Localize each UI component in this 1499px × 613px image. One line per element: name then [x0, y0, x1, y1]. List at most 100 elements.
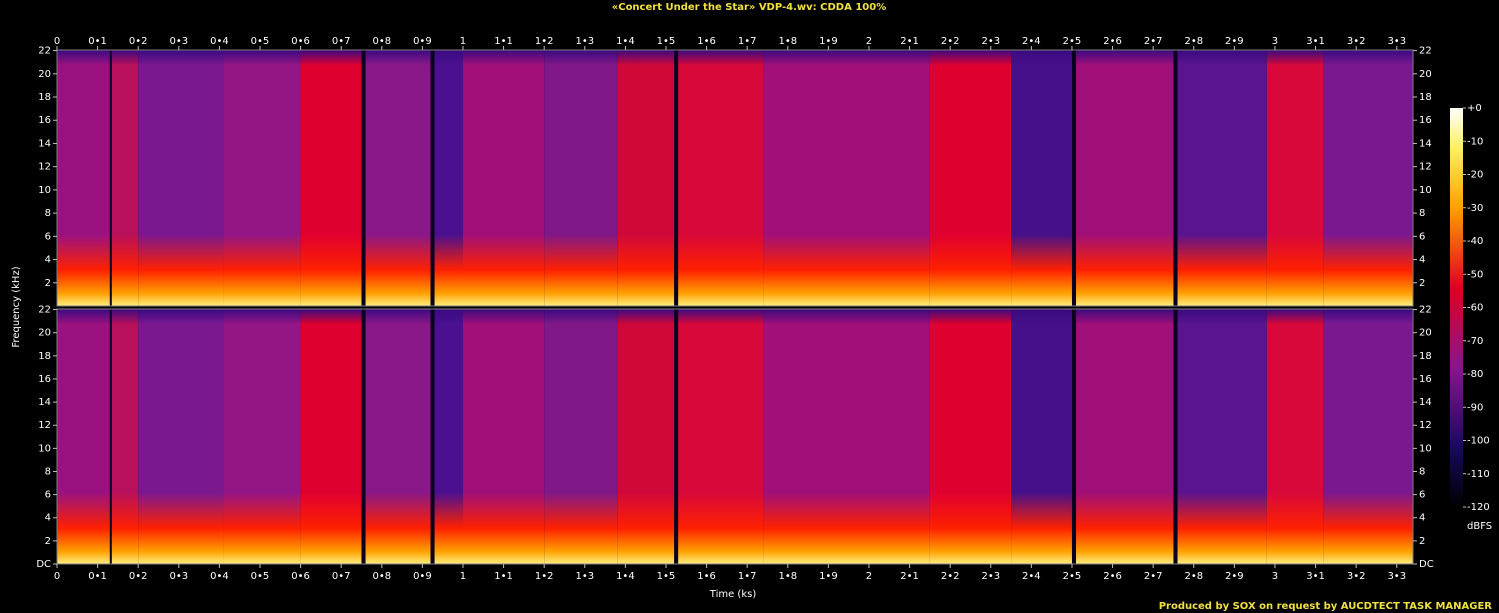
x-tick-label: 2•2 — [941, 571, 960, 582]
x-tick-label: 1 — [460, 571, 466, 582]
segment — [1011, 309, 1072, 564]
y-tick-label: DC — [36, 559, 51, 570]
y-tick-label: 22 — [38, 46, 51, 57]
x-tick-label: 0•8 — [372, 571, 391, 582]
segment — [1323, 309, 1413, 564]
y-tick-label: 2 — [1419, 278, 1425, 289]
x-tick-label: 2•4 — [1022, 571, 1041, 582]
segment — [763, 50, 930, 306]
colorbar-tick-label: -60 — [1467, 303, 1483, 314]
x-tick-label: 0•4 — [210, 36, 229, 47]
x-tick-label: 3 — [1272, 36, 1278, 47]
y-tick-label: 20 — [38, 328, 51, 339]
y-tick-label: 8 — [1419, 466, 1425, 477]
x-tick-label: 2•6 — [1103, 571, 1122, 582]
y-tick-label: 10 — [38, 185, 51, 196]
segment — [462, 309, 545, 564]
segment — [544, 309, 618, 564]
y-tick-label: DC — [1419, 559, 1434, 570]
segment — [111, 309, 139, 564]
y-tick-label: 18 — [1419, 351, 1432, 362]
y-tick-label: 6 — [1419, 490, 1425, 501]
segment — [929, 50, 1012, 306]
y-tick-label: 22 — [1419, 305, 1432, 316]
x-tick-label: 0•6 — [291, 36, 310, 47]
segment — [111, 50, 139, 306]
x-tick-label: 1•9 — [819, 36, 838, 47]
x-tick-label: 1•4 — [616, 571, 635, 582]
segment — [678, 309, 764, 564]
x-tick-label: 1•1 — [494, 571, 513, 582]
colorbar-tick-label: +0 — [1467, 103, 1482, 114]
x-tick-label: 1•4 — [616, 36, 635, 47]
segment — [434, 309, 463, 564]
x-tick-label: 1•7 — [738, 571, 757, 582]
colorbar-tick-label: -20 — [1467, 170, 1483, 181]
x-tick-label: 0•3 — [169, 571, 188, 582]
x-tick-label: 2•4 — [1022, 36, 1041, 47]
segment — [300, 50, 362, 306]
segment — [300, 309, 362, 564]
y-tick-label: 12 — [1419, 420, 1432, 431]
y-tick-label: 10 — [1419, 185, 1432, 196]
colorbar-tick-label: -80 — [1467, 369, 1483, 380]
x-tick-label: 1•5 — [657, 36, 676, 47]
segment — [1076, 50, 1174, 306]
y-tick-label: 14 — [1419, 138, 1432, 149]
x-tick-label: 0•3 — [169, 36, 188, 47]
x-tick-label: 2•2 — [941, 36, 960, 47]
colorbar-label: dBFS — [1467, 521, 1492, 532]
x-tick-label: 3 — [1272, 571, 1278, 582]
x-tick-label: 2•1 — [900, 36, 919, 47]
x-tick-label: 2•9 — [1225, 571, 1244, 582]
footer: Produced by SOX on request by AUCDTECT T… — [1159, 601, 1493, 612]
segment — [1076, 309, 1174, 564]
y-tick-label: 18 — [38, 351, 51, 362]
plot-frame — [56, 49, 1414, 307]
x-axis-label: Time (ks) — [709, 589, 757, 600]
x-tick-label: 1•6 — [697, 571, 716, 582]
segment — [1177, 50, 1267, 306]
colorbar-tick-label: -90 — [1467, 402, 1483, 413]
x-tick-label: 0•5 — [251, 571, 270, 582]
y-tick-label: 14 — [38, 138, 51, 149]
x-tick-label: 3•1 — [1306, 571, 1325, 582]
x-tick-label: 2•3 — [981, 36, 1000, 47]
y-tick-label: 22 — [38, 305, 51, 316]
x-tick-label: 1•2 — [535, 571, 554, 582]
colorbar-tick-label: -70 — [1467, 336, 1483, 347]
segment — [544, 50, 618, 306]
y-tick-label: 16 — [1419, 374, 1432, 385]
y-tick-label: 14 — [38, 397, 51, 408]
x-tick-label: 1•1 — [494, 36, 513, 47]
y-tick-label: 16 — [1419, 115, 1432, 126]
x-tick-label: 2•5 — [1063, 36, 1082, 47]
colorbar-tick-label: -40 — [1467, 236, 1483, 247]
y-tick-label: 20 — [1419, 69, 1432, 80]
segment — [617, 309, 675, 564]
y-tick-label: 18 — [38, 92, 51, 103]
y-tick-label: 4 — [1419, 255, 1425, 266]
x-tick-label: 3•3 — [1387, 36, 1406, 47]
x-tick-label: 0•9 — [413, 36, 432, 47]
segment — [1011, 50, 1072, 306]
x-tick-label: 3•2 — [1347, 36, 1366, 47]
y-tick-label: 6 — [1419, 231, 1425, 242]
x-tick-label: 1•2 — [535, 36, 554, 47]
y-tick-label: 14 — [1419, 397, 1432, 408]
segment — [1177, 309, 1267, 564]
y-tick-label: 10 — [38, 443, 51, 454]
x-tick-label: 2•5 — [1063, 571, 1082, 582]
segment — [763, 309, 930, 564]
x-tick-label: 0•5 — [251, 36, 270, 47]
x-tick-label: 0•7 — [332, 571, 351, 582]
y-tick-label: 6 — [45, 490, 51, 501]
x-tick-label: 3•2 — [1347, 571, 1366, 582]
x-tick-label: 1•6 — [697, 36, 716, 47]
segment — [138, 50, 224, 306]
x-tick-label: 3•1 — [1306, 36, 1325, 47]
segment — [138, 309, 224, 564]
x-tick-label: 2•1 — [900, 571, 919, 582]
x-tick-label: 1 — [460, 36, 466, 47]
